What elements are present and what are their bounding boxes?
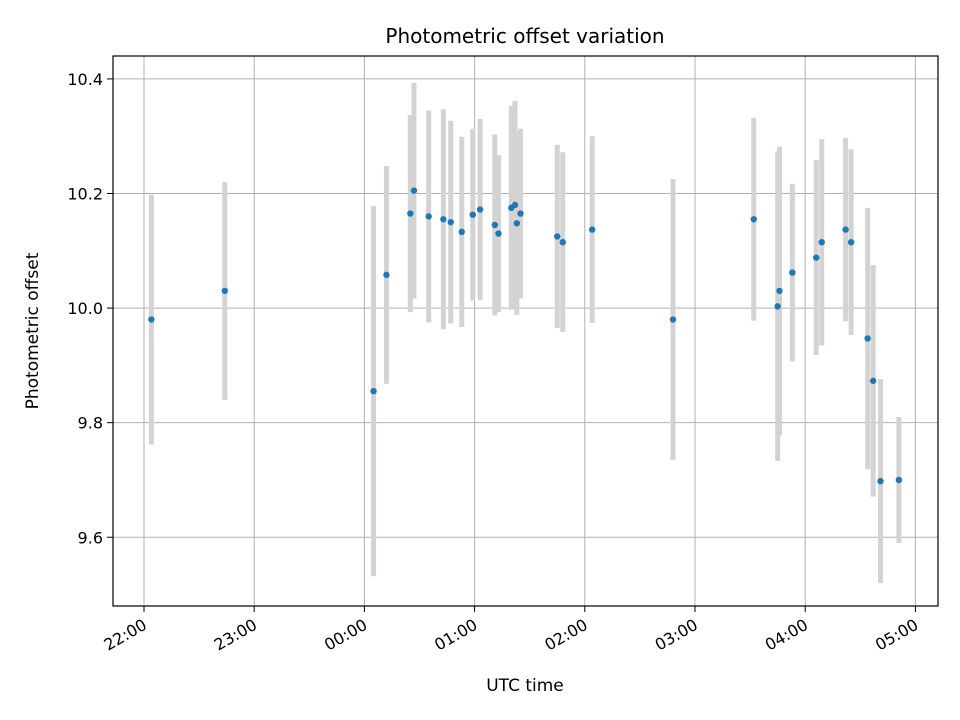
data-point: [869, 377, 877, 385]
plot-frame: [112, 55, 939, 607]
y-tick-label: 10.2: [67, 185, 103, 204]
data-point: [513, 220, 521, 227]
data-point: [495, 230, 502, 237]
data-point: [410, 187, 418, 194]
data-point: [864, 335, 871, 342]
data-point: [813, 254, 820, 261]
data-point: [554, 233, 561, 240]
data-point: [447, 218, 454, 226]
grid: [113, 56, 938, 606]
data-point: [440, 216, 447, 223]
data-point: [491, 221, 499, 229]
data-point: [789, 269, 796, 276]
data-point: [847, 238, 855, 246]
data-point: [476, 206, 484, 213]
data-point: [458, 228, 465, 236]
data-point: [877, 477, 884, 485]
data-point: [370, 387, 377, 395]
data-point: [776, 287, 783, 295]
data-point: [425, 213, 432, 220]
y-tick-label: 10.0: [67, 299, 103, 318]
data-point: [221, 287, 229, 295]
data-point: [511, 201, 519, 209]
data-point: [469, 211, 476, 218]
x-axis-label: UTC time: [486, 676, 564, 696]
data-points: [148, 187, 903, 485]
y-tick-label: 9.6: [78, 528, 103, 547]
y-axis-ticks: 9.6 9.8 10.0 10.2 10.4: [67, 70, 113, 547]
data-point: [559, 238, 566, 246]
y-tick-label: 9.8: [78, 414, 103, 433]
data-point: [895, 476, 903, 484]
data-point: [774, 303, 781, 310]
data-point: [842, 226, 849, 233]
data-point: [588, 226, 596, 233]
chart-title: Photometric offset variation: [385, 24, 664, 48]
data-point: [669, 316, 677, 323]
data-point: [148, 316, 155, 323]
data-point: [818, 238, 825, 246]
data-point: [517, 210, 524, 217]
y-axis-label: Photometric offset: [23, 252, 43, 409]
data-point: [383, 271, 390, 279]
y-tick-label: 10.4: [67, 70, 103, 89]
data-point: [750, 216, 757, 223]
data-point: [407, 210, 414, 217]
